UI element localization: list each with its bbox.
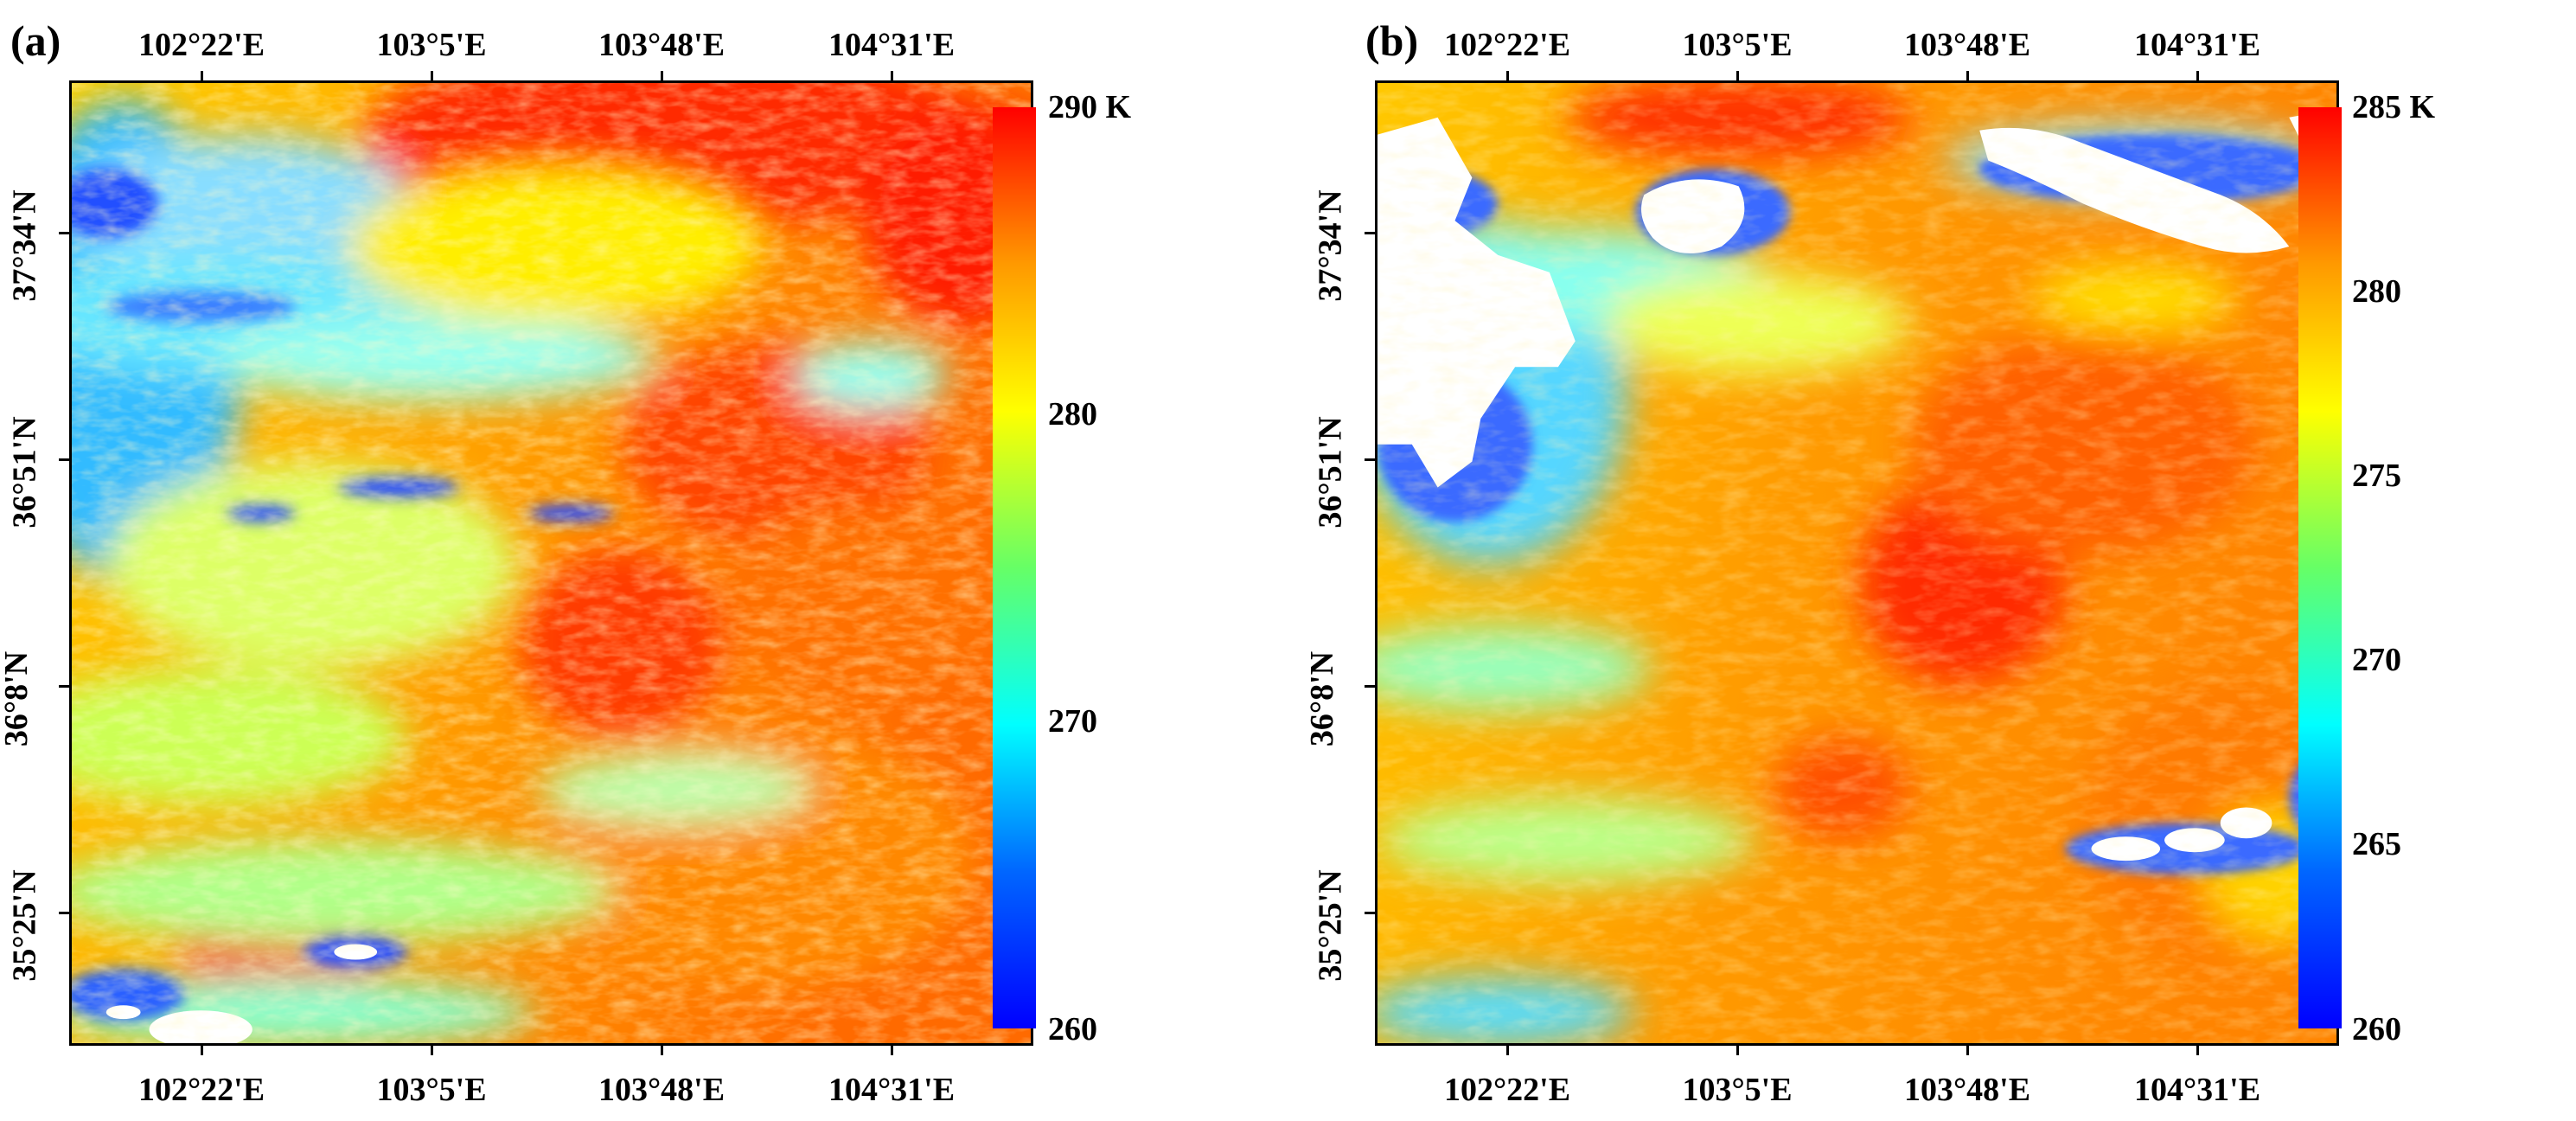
panel-b-lst-raster [1377,83,2336,1043]
panel-b-tickmark [1506,1045,1509,1055]
panel-b-colorbar-label-280: 280 [2352,273,2401,310]
panel-a-tickmark [661,1045,663,1055]
panel-a-bottom-tick-1: 102°22'E [137,1072,265,1108]
panel-b-bottom-tick-1: 102°22'E [1443,1072,1571,1108]
panel-a-lst-raster [72,83,1031,1043]
panel-b-left-tick-3: 36°8'N [1304,650,1341,747]
panel-b-tickmark [1365,458,1375,461]
panel-a-tickmark [431,71,433,81]
panel-b-tickmark [2196,71,2199,81]
panel-a-top-tick-4: 104°31'E [828,27,956,63]
panel-b-bottom-tick-2: 103°5'E [1682,1072,1793,1108]
panel-b-tickmark [1966,1045,1969,1055]
panel-b-colorbar-label-max: 285 K [2352,89,2436,125]
panel-a-top-tick-1: 102°22'E [137,27,265,63]
panel-b-bottom-tick-3: 103°48'E [1903,1072,2031,1108]
panel-b-tickmark [1365,912,1375,914]
panel-b-colorbar [2298,107,2342,1028]
panel-b-tickmark [1736,71,1739,81]
panel-b-colorbar-label-270: 270 [2352,642,2401,678]
panel-a-top-tick-2: 103°5'E [376,27,487,63]
panel-a-bottom-tick-4: 104°31'E [828,1072,956,1108]
panel-b-left-tick-1: 37°34'N [1312,189,1349,302]
panel-a-colorbar-label-270: 270 [1048,703,1097,740]
panel-b-label: (b) [1365,16,1419,65]
panel-b-left-tick-2: 36°51'N [1312,416,1349,528]
panel-b-top-tick-3: 103°48'E [1903,27,2031,63]
panel-b-tickmark [1966,71,1969,81]
panel-a-tickmark [59,685,69,688]
panel-b-top-tick-2: 103°5'E [1682,27,1793,63]
panel-b-tickmark [1736,1045,1739,1055]
panel-b-tickmark [1365,685,1375,688]
panel-a-colorbar-label-min: 260 [1048,1011,1097,1047]
panel-a-tickmark [201,71,203,81]
panel-a-tickmark [891,1045,893,1055]
panel-a-colorbar-label-280: 280 [1048,396,1097,432]
panel-a-tickmark [891,71,893,81]
panel-b-map [1375,80,2339,1046]
panel-a-colorbar-label-max: 290 K [1048,89,1132,125]
panel-a-tickmark [661,71,663,81]
panel-a: (a) 102°22'E 103°5'E 103°48'E 104°31'E 1… [0,16,1132,1108]
panel-b-colorbar-label-265: 265 [2352,826,2401,862]
panel-b-tickmark [1365,232,1375,234]
panel-a-label: (a) [10,16,61,65]
panel-b-tickmark [1506,71,1509,81]
panel-a-tickmark [59,458,69,461]
panel-a-left-tick-1: 37°34'N [6,189,43,302]
panel-a-colorbar [993,107,1036,1028]
panel-b-bottom-tick-4: 104°31'E [2133,1072,2261,1108]
panel-a-tickmark [59,232,69,234]
panel-a-bottom-tick-2: 103°5'E [376,1072,487,1108]
panel-b-tickmark [2196,1045,2199,1055]
panel-a-tickmark [59,912,69,914]
panel-a-bottom-tick-3: 103°48'E [598,1072,725,1108]
panel-a-left-tick-3: 36°8'N [0,650,35,747]
panel-a-left-tick-2: 36°51'N [6,416,43,528]
panel-a-top-tick-3: 103°48'E [598,27,725,63]
panel-a-tickmark [431,1045,433,1055]
panel-a-tickmark [201,1045,203,1055]
panel-a-left-tick-4: 35°25'N [6,869,43,982]
panel-a-map [69,80,1033,1046]
panel-b-top-tick-4: 104°31'E [2133,27,2261,63]
panel-b-left-tick-4: 35°25'N [1312,869,1349,982]
panel-b-colorbar-label-min: 260 [2352,1011,2401,1047]
panel-b: (b) 102°22'E 103°5'E 103°48'E 104°31'E 1… [1288,0,2576,1121]
panel-b-colorbar-label-275: 275 [2352,458,2401,494]
panel-b-top-tick-1: 102°22'E [1443,27,1571,63]
